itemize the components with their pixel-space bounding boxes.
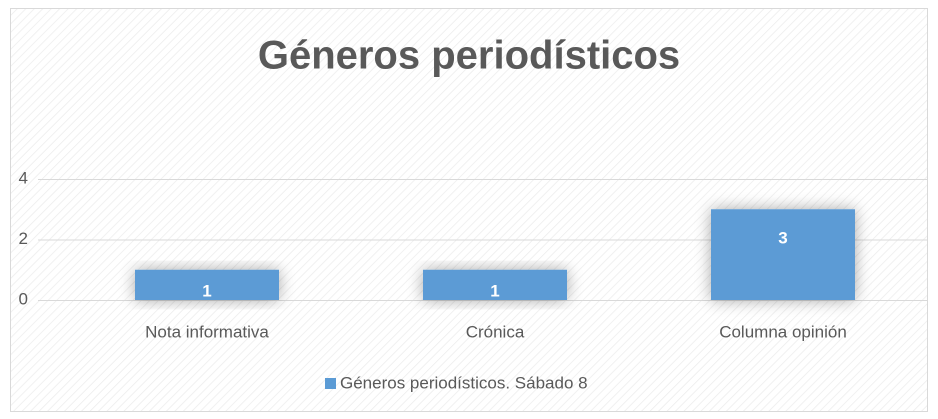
x-tick-label: Nota informativa <box>145 322 269 341</box>
data-label: 1 <box>490 281 499 300</box>
bar <box>135 269 279 300</box>
data-label: 1 <box>202 281 211 300</box>
y-tick-label: 0 <box>19 289 28 308</box>
y-tick-label: 4 <box>19 168 28 187</box>
y-tick-label: 2 <box>19 229 28 248</box>
legend-swatch <box>325 378 336 389</box>
chart-title: Géneros periodísticos <box>258 34 680 78</box>
x-tick-label: Crónica <box>466 322 525 341</box>
bar <box>711 209 855 300</box>
bar <box>423 269 567 300</box>
x-tick-label: Columna opinión <box>719 322 847 341</box>
data-label: 3 <box>778 229 787 248</box>
legend-label: Géneros periodísticos. Sábado 8 <box>340 373 588 392</box>
